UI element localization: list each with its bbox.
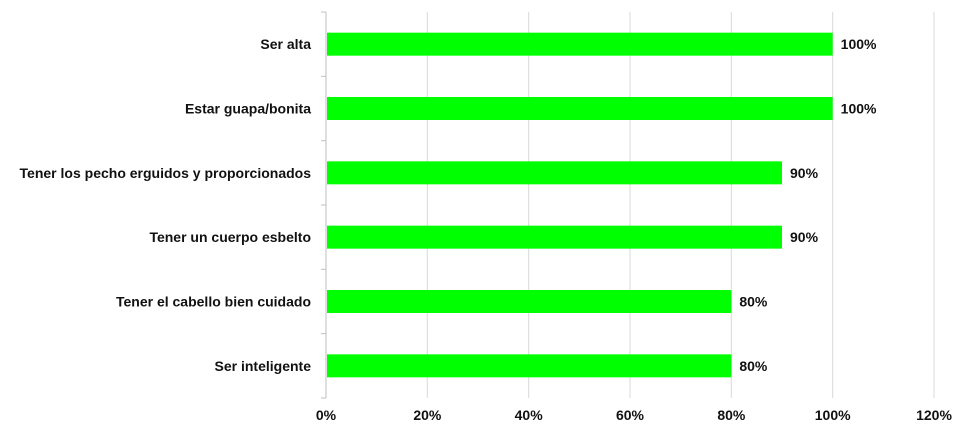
category-label: Ser inteligente xyxy=(215,358,312,374)
data-label: 90% xyxy=(790,165,819,181)
data-label: 100% xyxy=(841,101,877,117)
x-tick-label: 80% xyxy=(717,407,746,423)
category-label: Estar guapa/bonita xyxy=(185,101,311,117)
category-label: Tener los pecho erguidos y proporcionado… xyxy=(20,165,312,181)
x-tick-label: 100% xyxy=(815,407,851,423)
category-labels: Ser alta Estar guapa/bonita Tener los pech… xyxy=(20,36,312,374)
data-label: 100% xyxy=(841,36,877,52)
bars xyxy=(327,32,833,378)
x-tick-label: 0% xyxy=(316,407,337,423)
bar xyxy=(327,97,833,120)
data-label: 80% xyxy=(739,358,768,374)
bar xyxy=(327,290,732,313)
category-label: Ser alta xyxy=(260,36,311,52)
x-tick-label: 60% xyxy=(616,407,645,423)
data-labels: 100% 100% 90% 90% 80% 80% xyxy=(739,36,877,374)
data-label: 90% xyxy=(790,229,819,245)
data-label: 80% xyxy=(739,294,768,310)
bar xyxy=(327,354,732,378)
y-axis xyxy=(321,11,327,399)
bar xyxy=(327,161,782,185)
bar xyxy=(327,225,782,249)
category-label: Tener el cabello bien cuidado xyxy=(116,294,311,310)
x-tick-label: 120% xyxy=(916,407,952,423)
category-label: Tener un cuerpo esbelto xyxy=(149,229,311,245)
x-tick-label: 40% xyxy=(515,407,544,423)
x-tick-label: 20% xyxy=(413,407,442,423)
x-tick-labels: 0% 20% 40% 60% 80% 100% 120% xyxy=(316,407,953,423)
bar xyxy=(327,32,833,56)
gridlines xyxy=(426,12,935,398)
